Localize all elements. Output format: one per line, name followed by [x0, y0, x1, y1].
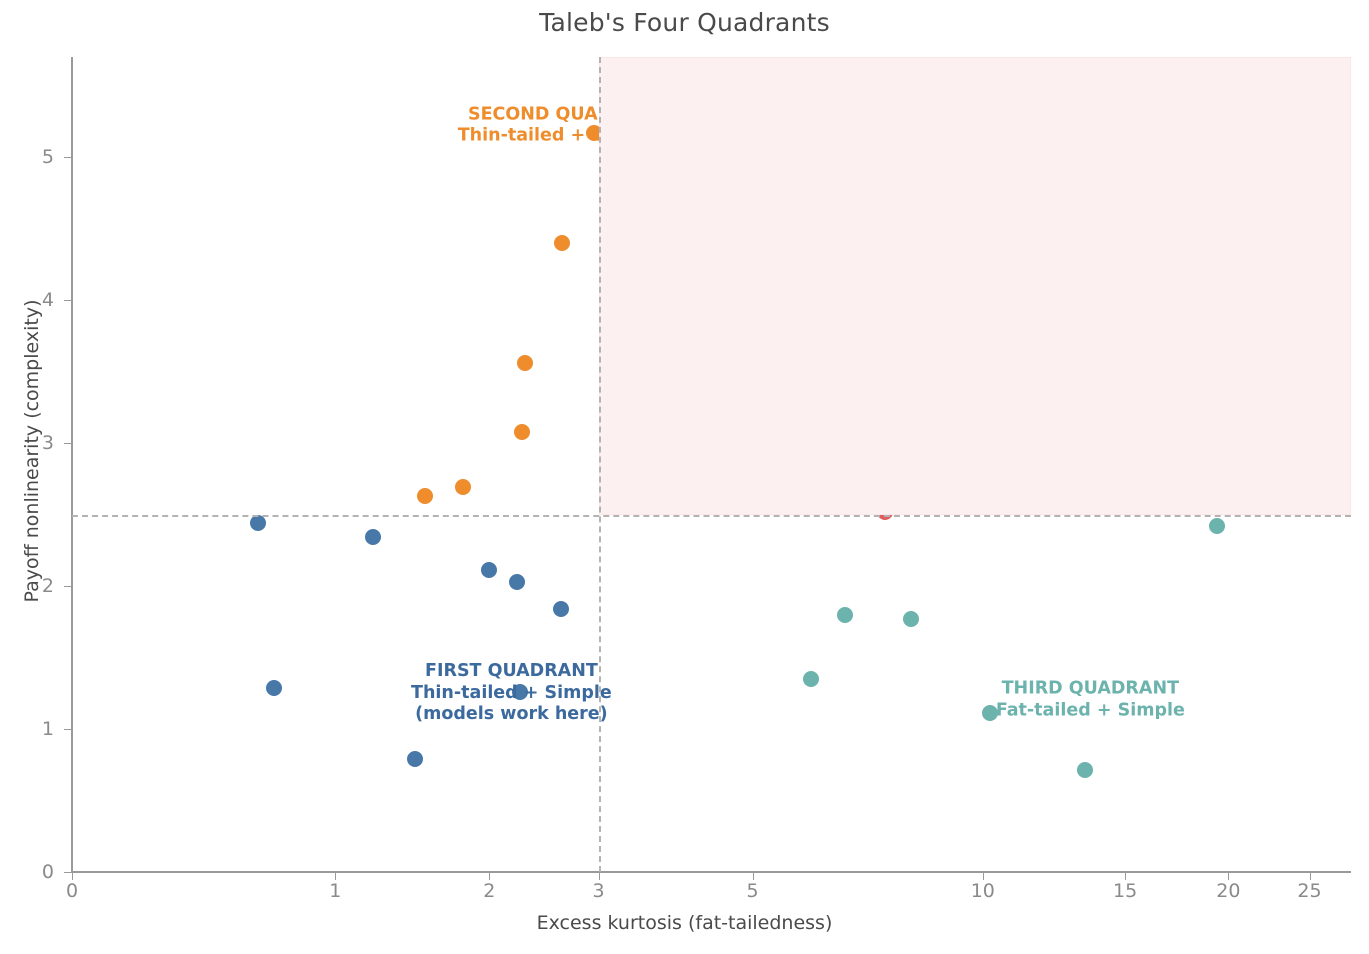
scatter-point	[511, 683, 528, 700]
x-axis-label: Excess kurtosis (fat-tailedness)	[536, 912, 833, 934]
q1-line-1: FIRST QUADRANT	[425, 661, 598, 682]
y-tick-mark	[64, 300, 71, 302]
y-tick-label: 0	[41, 861, 54, 883]
x-axis-line	[71, 871, 1351, 873]
x-tick-mark	[1125, 873, 1127, 880]
x-tick-label: 25	[1297, 880, 1322, 902]
x-tick-label: 15	[1113, 880, 1138, 902]
q1-line-2: Thin-tailed + Simple	[411, 682, 612, 703]
scatter-point	[514, 423, 531, 440]
first-quadrant-annotation: FIRST QUADRANT Thin-tailed + Simple (model…	[411, 661, 612, 725]
x-tick-mark	[598, 873, 600, 880]
x-tick-mark	[1228, 873, 1230, 880]
fourth-quadrant-shading	[598, 57, 1351, 515]
y-tick-label: 1	[41, 718, 54, 741]
third-quadrant-annotation: THIRD QUADRANT Fat-tailed + Simple	[996, 679, 1185, 722]
x-tick-mark	[489, 873, 491, 880]
scatter-point	[552, 600, 569, 617]
y-tick-label: 5	[41, 146, 54, 169]
y-axis-line	[71, 57, 73, 873]
scatter-point	[803, 670, 820, 687]
scatter-point	[481, 562, 498, 579]
x-tick-label: 20	[1216, 880, 1241, 902]
x-tick-label: 0	[65, 880, 79, 902]
x-tick-label: 5	[746, 880, 759, 902]
x-tick-mark	[982, 873, 984, 880]
vertical-threshold-line	[598, 57, 601, 872]
y-tick-mark	[64, 729, 71, 731]
x-tick-label: 1	[329, 880, 342, 902]
y-tick-mark	[64, 872, 71, 873]
y-axis-label: Payoff nonlinearity (complexity)	[21, 299, 43, 603]
scatter-point	[981, 705, 998, 722]
x-tick-mark	[1309, 873, 1311, 880]
scatter-point	[517, 354, 534, 371]
scatter-point	[365, 529, 382, 546]
q3-line-1: THIRD QUADRANT	[1001, 679, 1180, 700]
scatter-point	[1077, 762, 1094, 779]
x-tick-label: 10	[970, 880, 995, 902]
scatter-point	[416, 487, 433, 504]
scatter-point	[1209, 517, 1226, 534]
x-tick-mark	[752, 873, 754, 880]
y-tick-label: 2	[41, 575, 54, 598]
x-tick-mark	[72, 873, 73, 880]
horizontal-threshold-line	[72, 514, 1351, 517]
scatter-point	[553, 234, 570, 251]
chart-title: Taleb's Four Quadrants	[539, 8, 830, 37]
scatter-point	[902, 610, 919, 627]
q1-line-3: (models work here)	[415, 703, 608, 724]
scatter-point	[455, 479, 472, 496]
scatter-point	[509, 573, 526, 590]
scatter-point	[407, 751, 424, 768]
x-tick-label: 2	[483, 880, 496, 902]
y-tick-label: 4	[41, 289, 54, 312]
scatter-point	[249, 515, 266, 532]
y-tick-mark	[64, 443, 71, 445]
y-tick-label: 3	[41, 432, 54, 455]
scatter-point	[585, 124, 602, 141]
x-tick-mark	[335, 873, 337, 880]
y-tick-mark	[64, 586, 71, 588]
y-tick-mark	[64, 157, 71, 159]
q3-line-2: Fat-tailed + Simple	[995, 700, 1185, 721]
x-tick-label: 3	[592, 880, 605, 902]
scatter-point	[265, 679, 282, 696]
scatter-point	[836, 606, 853, 623]
